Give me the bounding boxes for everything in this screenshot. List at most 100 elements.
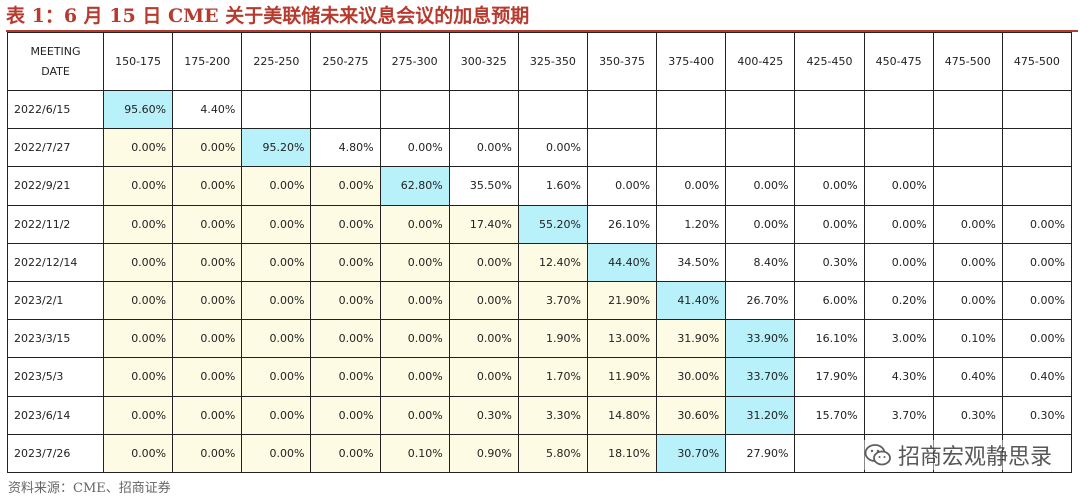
meeting-date-cell: 2022/7/27: [7, 128, 104, 168]
probability-cell: 0.00%: [1001, 319, 1073, 359]
probability-cell: 33.90%: [725, 319, 796, 359]
column-header: 175-200: [172, 32, 243, 91]
table-row: 2023/3/15 0.00% 0.00% 0.00% 0.00% 0.00% 0.00% 1…: [7, 319, 1073, 359]
probability-cell: 1.60%: [517, 166, 588, 206]
probability-cell: [1001, 89, 1073, 130]
column-header: 225-250: [241, 32, 312, 91]
probability-cell: 0.00%: [794, 166, 865, 206]
probability-cell: 0.00%: [517, 128, 588, 168]
probability-cell: 0.00%: [448, 128, 519, 168]
probability-cell: [656, 89, 727, 130]
probability-cell: 0.00%: [102, 204, 174, 244]
rate-probability-table: MEETING DATE 150-175 175-200 225-250 250-27…: [7, 32, 1073, 474]
probability-cell: 0.00%: [725, 166, 796, 206]
probability-cell: 35.50%: [448, 166, 519, 206]
column-header: 375-400: [656, 32, 727, 91]
probability-cell: 0.00%: [448, 357, 519, 397]
probability-cell: [379, 89, 450, 130]
source-note: 资料来源：CME、招商证券: [8, 481, 171, 496]
probability-cell: 0.00%: [310, 319, 381, 359]
probability-cell: 95.60%: [102, 89, 174, 130]
column-header: 400-425: [725, 32, 796, 91]
probability-cell: 1.20%: [656, 204, 727, 244]
probability-cell: 15.70%: [794, 395, 865, 435]
meeting-date-cell: 2022/9/21: [7, 166, 104, 206]
probability-cell: 3.00%: [863, 319, 934, 359]
probability-cell: [586, 128, 658, 168]
probability-cell: 0.00%: [102, 319, 174, 359]
probability-cell: [863, 89, 934, 130]
table-row: 2022/11/2 0.00% 0.00% 0.00% 0.00% 0.00% 17.40%…: [7, 204, 1073, 244]
table-row: 2022/12/14 0.00% 0.00% 0.00% 0.00% 0.00% 0.00%…: [7, 242, 1073, 282]
table-row: 2022/9/21 0.00% 0.00% 0.00% 0.00% 62.80% 35.50…: [7, 166, 1073, 206]
table-row: 2022/6/15 95.60% 4.40%: [7, 89, 1073, 130]
meeting-date-cell: 2023/6/14: [7, 395, 104, 435]
table-title: 表 1：6 月 15 日 CME 关于美联储未来议息会议的加息预期: [6, 5, 530, 27]
column-header: 425-450: [794, 32, 865, 91]
probability-cell: [1001, 128, 1073, 168]
title-rule: [6, 30, 1078, 32]
probability-cell: [932, 433, 1003, 474]
probability-cell: 0.00%: [241, 166, 312, 206]
probability-cell: 0.00%: [241, 204, 312, 244]
meeting-date-cell: 2023/2/1: [7, 280, 104, 321]
probability-cell: 0.00%: [932, 204, 1003, 244]
meeting-date-cell: 2023/5/3: [7, 357, 104, 397]
probability-cell: 0.00%: [241, 357, 312, 397]
probability-cell: 0.00%: [448, 242, 519, 282]
probability-cell: 3.70%: [517, 280, 588, 321]
probability-cell: 0.00%: [310, 204, 381, 244]
probability-cell: 62.80%: [379, 166, 450, 206]
probability-cell: 30.70%: [656, 433, 727, 474]
probability-cell: 0.00%: [102, 357, 174, 397]
probability-cell: 0.00%: [102, 242, 174, 282]
probability-cell: 0.30%: [448, 395, 519, 435]
probability-cell: 6.00%: [794, 280, 865, 321]
watermark: 招商宏观静思录: [859, 440, 1056, 470]
probability-cell: [310, 89, 381, 130]
probability-cell: 0.00%: [448, 280, 519, 321]
probability-cell: 31.20%: [725, 395, 796, 435]
probability-cell: 0.00%: [1001, 280, 1073, 321]
probability-cell: [794, 89, 865, 130]
probability-cell: 30.60%: [656, 395, 727, 435]
probability-cell: 0.00%: [310, 280, 381, 321]
probability-cell: 0.00%: [310, 242, 381, 282]
probability-cell: 0.00%: [172, 242, 243, 282]
probability-cell: 0.00%: [241, 395, 312, 435]
probability-cell: 8.40%: [725, 242, 796, 282]
probability-cell: 5.80%: [517, 433, 588, 474]
probability-cell: 0.00%: [932, 242, 1003, 282]
probability-cell: 4.30%: [863, 357, 934, 397]
column-header: 275-300: [379, 32, 450, 91]
probability-cell: 0.00%: [172, 128, 243, 168]
probability-cell: 0.00%: [241, 319, 312, 359]
column-header: 475-500: [1001, 32, 1073, 91]
probability-cell: 0.00%: [932, 280, 1003, 321]
probability-cell: 17.40%: [448, 204, 519, 244]
probability-cell: [794, 433, 865, 474]
column-header: 250-275: [310, 32, 381, 91]
probability-cell: [1001, 433, 1073, 474]
probability-cell: 4.40%: [172, 89, 243, 130]
probability-cell: 55.20%: [517, 204, 588, 244]
probability-cell: 44.40%: [586, 242, 658, 282]
table-row: 2023/6/14 0.00% 0.00% 0.00% 0.00% 0.00% 0.30% 3…: [7, 395, 1073, 435]
probability-cell: 33.70%: [725, 357, 796, 397]
probability-cell: 0.00%: [102, 166, 174, 206]
probability-cell: 0.30%: [1001, 395, 1073, 435]
probability-cell: 0.00%: [379, 280, 450, 321]
meeting-date-cell: 2023/3/15: [7, 319, 104, 359]
probability-cell: 0.10%: [379, 433, 450, 474]
table-head: MEETING DATE 150-175 175-200 225-250 250-27…: [7, 32, 1073, 91]
probability-cell: 0.00%: [310, 166, 381, 206]
probability-cell: 0.00%: [172, 319, 243, 359]
probability-cell: [1001, 166, 1073, 206]
probability-cell: 13.00%: [586, 319, 658, 359]
probability-cell: 0.00%: [310, 395, 381, 435]
probability-cell: 31.90%: [656, 319, 727, 359]
column-header: 150-175: [102, 32, 174, 91]
probability-cell: 0.00%: [310, 433, 381, 474]
probability-cell: 0.00%: [379, 319, 450, 359]
column-header: 300-325: [448, 32, 519, 91]
